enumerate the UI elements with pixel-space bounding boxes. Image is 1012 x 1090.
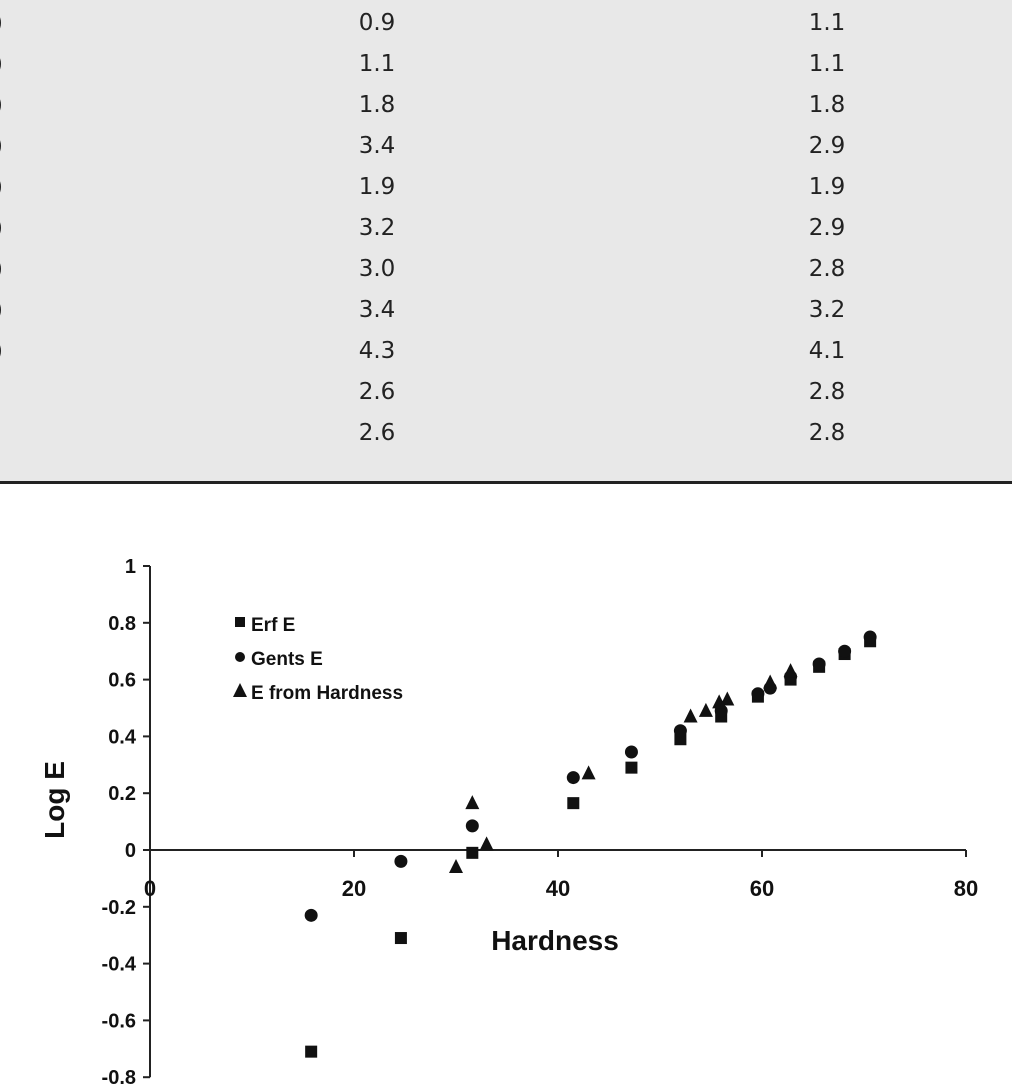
triangle-point xyxy=(720,691,735,706)
y-axis-label: Log E xyxy=(39,761,70,839)
table-cell: ) xyxy=(0,133,3,159)
table-cell: ) xyxy=(0,10,3,36)
legend-item: E from Hardness xyxy=(233,683,403,704)
circle-point xyxy=(863,630,877,644)
x-axis-label: Hardness xyxy=(491,925,619,956)
x-tick-label: 80 xyxy=(954,876,978,901)
table-cell: 2.6 xyxy=(358,420,396,446)
legend-item: Erf E xyxy=(235,615,295,636)
legend-item: Gents E xyxy=(235,649,323,670)
table-cell: ) xyxy=(0,92,3,118)
x-tick-label: 60 xyxy=(750,876,774,901)
table-cell: ) xyxy=(0,297,3,323)
table-cell: ) xyxy=(0,174,3,200)
table-cell: 1.1 xyxy=(358,51,396,77)
table-cell: 1.9 xyxy=(808,174,846,200)
table-row: ) 3.2 2.9 xyxy=(0,211,1012,252)
circle-legend-icon xyxy=(235,652,245,662)
triangle-point xyxy=(763,674,778,689)
circle-point xyxy=(751,687,765,701)
legend-label: Erf E xyxy=(251,615,295,636)
table-cell: 2.9 xyxy=(808,133,846,159)
y-tick-label: 0.4 xyxy=(108,726,137,748)
table-cell: 3.2 xyxy=(808,297,846,323)
table-row: ) 1.9 1.9 xyxy=(0,170,1012,211)
y-tick-label: -0.2 xyxy=(102,897,136,919)
table-row: ) 3.4 2.9 xyxy=(0,129,1012,170)
table-cell: 1.1 xyxy=(808,10,846,36)
square-point xyxy=(305,1045,318,1058)
table-cell: 1.9 xyxy=(358,174,396,200)
table-row: ) 3.4 3.2 xyxy=(0,293,1012,334)
y-tick-label: 0.2 xyxy=(108,783,136,805)
table-row: ) 1.1 1.1 xyxy=(0,47,1012,88)
square-point xyxy=(625,761,638,774)
y-tick-label: 1 xyxy=(125,556,136,578)
y-tick-label: -0.6 xyxy=(102,1010,136,1032)
square-legend-icon xyxy=(235,617,245,627)
triangle-point xyxy=(698,702,713,717)
y-tick-label: 0.6 xyxy=(108,670,136,692)
circle-point xyxy=(394,854,408,868)
table-cell: 2.6 xyxy=(358,379,396,405)
table-cell: 4.1 xyxy=(808,338,846,364)
circle-point xyxy=(304,908,318,922)
triangle-point xyxy=(581,765,596,780)
table-row: ) 3.0 2.8 xyxy=(0,252,1012,293)
circle-point xyxy=(673,724,687,738)
circle-point xyxy=(624,745,638,759)
table-row: 2.6 2.8 xyxy=(0,416,1012,457)
y-tick-label: 0.8 xyxy=(108,613,136,635)
triangle-point xyxy=(449,859,463,874)
y-tick-label: -0.8 xyxy=(102,1067,136,1089)
table-cell: 3.4 xyxy=(358,133,396,159)
table-row: ) 4.3 4.1 xyxy=(0,334,1012,375)
table-cell: 3.2 xyxy=(358,215,396,241)
table-cell: 1.1 xyxy=(808,51,846,77)
triangle-legend-icon xyxy=(233,683,247,697)
legend-label: Gents E xyxy=(251,649,323,670)
square-point xyxy=(394,932,407,945)
table-row: ) 1.8 1.8 xyxy=(0,88,1012,129)
table-cell: 2.8 xyxy=(808,379,846,405)
y-tick-label: -0.4 xyxy=(102,954,137,976)
table-cell: 4.3 xyxy=(358,338,396,364)
table-cell: 1.8 xyxy=(358,92,396,118)
x-tick-label: 20 xyxy=(342,876,366,901)
data-table: ) 0.9 1.1) 1.1 1.1) 1.8 1.8) 3.4 2.9) 1.9 1.9) 3.2 2… xyxy=(0,0,1012,484)
square-point xyxy=(567,797,580,810)
circle-point xyxy=(465,819,479,833)
table-cell: 3.0 xyxy=(358,256,396,282)
table-cell: 2.9 xyxy=(808,215,846,241)
x-tick-label: 0 xyxy=(144,876,156,901)
table-cell: ) xyxy=(0,338,3,364)
table-cell: 2.8 xyxy=(808,256,846,282)
table-cell: ) xyxy=(0,51,3,77)
circle-point xyxy=(812,657,826,671)
table-row: 2.6 2.8 xyxy=(0,375,1012,416)
circle-point xyxy=(838,644,852,658)
table-cell: 3.4 xyxy=(358,297,396,323)
table-cell: 0.9 xyxy=(358,10,396,36)
table-cell: ) xyxy=(0,215,3,241)
legend-label: E from Hardness xyxy=(251,683,403,704)
table-row: ) 0.9 1.1 xyxy=(0,6,1012,47)
table-cell: 1.8 xyxy=(808,92,846,118)
triangle-point xyxy=(783,663,798,678)
table-cell: 2.8 xyxy=(808,420,846,446)
triangle-point xyxy=(479,836,494,851)
triangle-point xyxy=(465,795,480,810)
y-tick-label: 0 xyxy=(125,840,136,862)
scatter-chart: 10.80.60.40.20-0.2-0.4-0.6-0.80 20 40 60 80 … xyxy=(39,556,978,1089)
triangle-point xyxy=(683,708,698,723)
square-point xyxy=(466,846,479,859)
table-cell: ) xyxy=(0,256,3,282)
x-tick-label: 40 xyxy=(546,876,570,901)
circle-point xyxy=(566,771,580,785)
